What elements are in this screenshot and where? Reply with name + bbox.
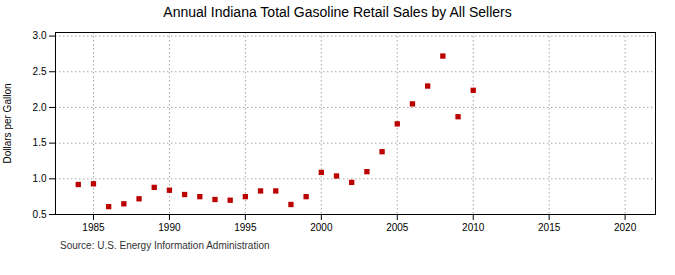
svg-text:1.5: 1.5	[33, 137, 47, 148]
svg-text:3.0: 3.0	[33, 30, 47, 41]
svg-text:2010: 2010	[462, 222, 485, 233]
svg-text:2000: 2000	[310, 222, 333, 233]
svg-text:2015: 2015	[538, 222, 561, 233]
svg-text:1.0: 1.0	[33, 173, 47, 184]
svg-text:0.5: 0.5	[33, 209, 47, 220]
svg-text:2005: 2005	[386, 222, 409, 233]
svg-text:2.0: 2.0	[33, 102, 47, 113]
svg-text:2020: 2020	[614, 222, 637, 233]
svg-text:Dollars per Gallon: Dollars per Gallon	[2, 83, 13, 163]
html-text:Annual Indiana Total Gasoline: Annual Indiana Total Gasoline Retail Sal…	[163, 4, 512, 20]
svg-text:2.5: 2.5	[33, 66, 47, 77]
svg-text:1985: 1985	[82, 222, 105, 233]
svg-text:1990: 1990	[158, 222, 181, 233]
html-text:Source: U.S. Energy Informatio: Source: U.S. Energy Information Administ…	[60, 240, 270, 251]
svg-text:1995: 1995	[234, 222, 257, 233]
